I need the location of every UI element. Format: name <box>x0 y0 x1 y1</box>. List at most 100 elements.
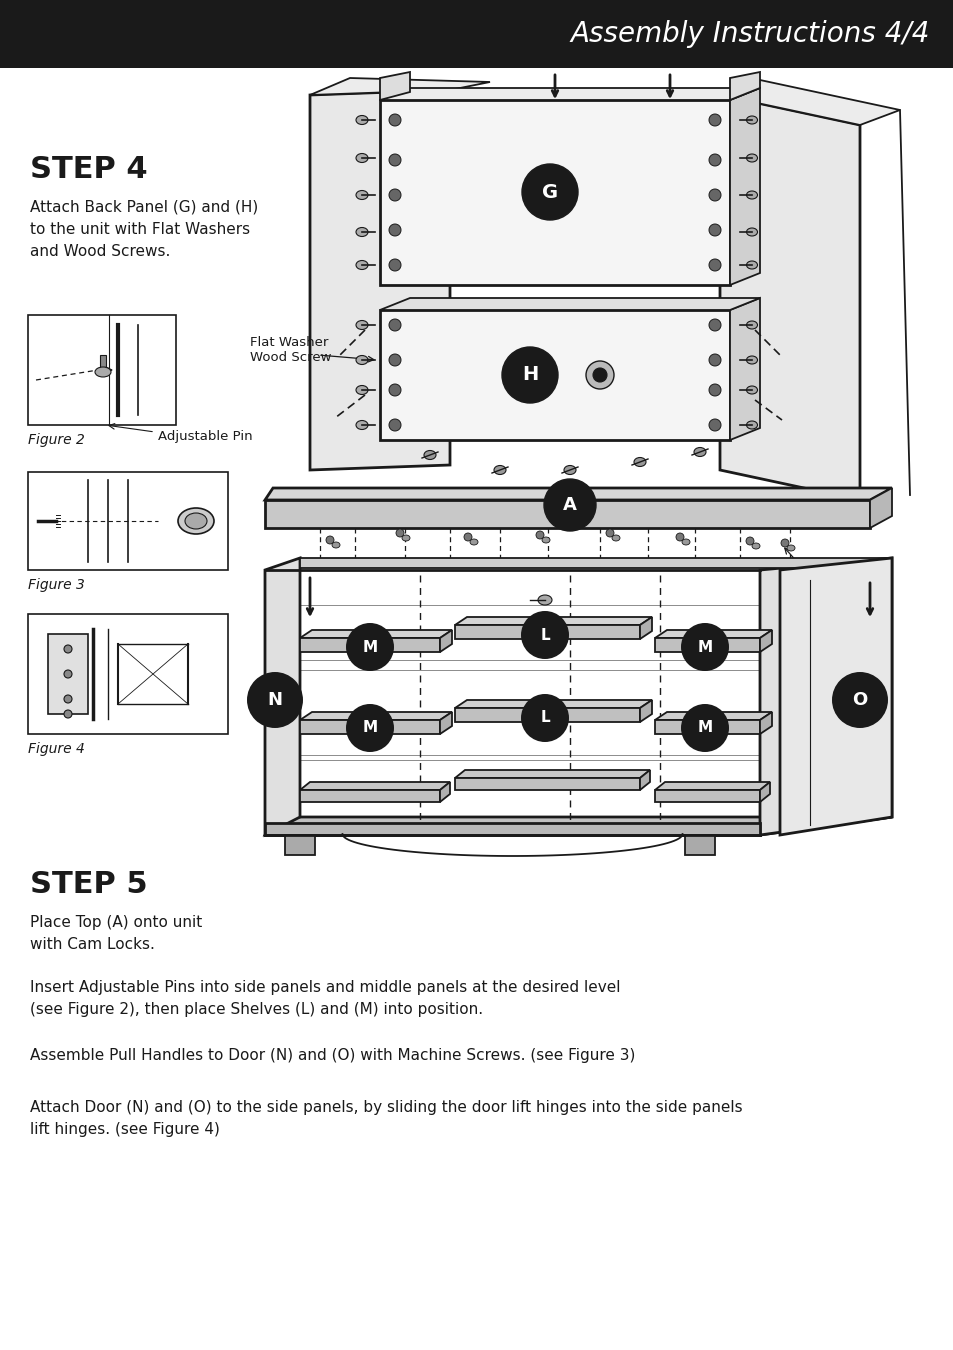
Ellipse shape <box>541 537 550 543</box>
Bar <box>684 836 714 855</box>
Circle shape <box>346 622 394 671</box>
Circle shape <box>708 189 720 201</box>
Polygon shape <box>299 711 452 720</box>
Polygon shape <box>299 790 439 802</box>
Text: G: G <box>541 182 558 201</box>
Polygon shape <box>760 782 769 802</box>
Circle shape <box>389 224 400 236</box>
Polygon shape <box>729 88 760 285</box>
Text: Flat Washer
Wood Screw: Flat Washer Wood Screw <box>250 336 331 364</box>
Circle shape <box>781 539 788 547</box>
Circle shape <box>64 695 71 703</box>
Circle shape <box>389 154 400 166</box>
Ellipse shape <box>537 595 552 605</box>
Ellipse shape <box>355 228 368 236</box>
Polygon shape <box>639 769 649 790</box>
Text: STEP 5: STEP 5 <box>30 869 148 899</box>
Ellipse shape <box>745 228 757 236</box>
Circle shape <box>680 622 728 671</box>
Ellipse shape <box>745 421 757 429</box>
Ellipse shape <box>178 508 213 535</box>
Text: STEP 4: STEP 4 <box>30 155 148 184</box>
Text: Assemble Pull Handles to Door (N) and (O) with Machine Screws. (see Figure 3): Assemble Pull Handles to Door (N) and (O… <box>30 1048 635 1062</box>
Ellipse shape <box>494 466 505 474</box>
Circle shape <box>708 259 720 271</box>
Polygon shape <box>379 310 729 440</box>
Circle shape <box>708 383 720 396</box>
Polygon shape <box>639 617 651 639</box>
Text: Adjustable Pin: Adjustable Pin <box>158 431 253 443</box>
Circle shape <box>346 703 394 752</box>
Polygon shape <box>265 500 869 528</box>
Ellipse shape <box>470 539 477 545</box>
Polygon shape <box>299 782 450 790</box>
Text: Figure 2: Figure 2 <box>28 433 85 447</box>
Ellipse shape <box>786 545 794 551</box>
Circle shape <box>389 189 400 201</box>
Bar <box>285 836 314 855</box>
Bar <box>265 824 760 836</box>
Polygon shape <box>760 630 771 652</box>
Ellipse shape <box>185 513 207 529</box>
Circle shape <box>605 529 614 537</box>
Polygon shape <box>655 782 769 790</box>
Polygon shape <box>265 558 299 836</box>
Text: M: M <box>362 721 377 736</box>
Polygon shape <box>299 630 452 639</box>
Polygon shape <box>299 720 439 734</box>
Circle shape <box>389 319 400 331</box>
Text: N: N <box>267 691 282 709</box>
Ellipse shape <box>745 261 757 269</box>
Circle shape <box>831 672 887 728</box>
Ellipse shape <box>423 451 436 459</box>
Circle shape <box>326 536 334 544</box>
Text: Adjustable
Pin: Adjustable Pin <box>800 562 869 590</box>
Text: Figure 4: Figure 4 <box>28 743 85 756</box>
Polygon shape <box>379 88 760 100</box>
Circle shape <box>64 645 71 653</box>
Circle shape <box>708 354 720 366</box>
Bar <box>28 614 228 734</box>
Text: M: M <box>697 721 712 736</box>
Circle shape <box>389 259 400 271</box>
Text: Insert Adjustable Pins into side panels and middle panels at the desired level
(: Insert Adjustable Pins into side panels … <box>30 980 619 1017</box>
Polygon shape <box>265 817 891 836</box>
Ellipse shape <box>745 356 757 365</box>
Ellipse shape <box>745 190 757 198</box>
Ellipse shape <box>745 386 757 394</box>
Polygon shape <box>439 711 452 734</box>
Ellipse shape <box>355 420 368 429</box>
Ellipse shape <box>745 154 757 162</box>
Circle shape <box>585 360 614 389</box>
Ellipse shape <box>95 367 111 377</box>
Polygon shape <box>379 100 729 285</box>
Circle shape <box>520 612 568 659</box>
Circle shape <box>520 694 568 742</box>
Text: L: L <box>539 628 549 643</box>
Bar <box>28 472 228 570</box>
Text: L: L <box>539 710 549 725</box>
Text: A: A <box>562 495 577 514</box>
Polygon shape <box>455 778 639 790</box>
Polygon shape <box>48 634 88 714</box>
Polygon shape <box>655 790 760 802</box>
Circle shape <box>708 418 720 431</box>
Polygon shape <box>379 72 410 100</box>
Ellipse shape <box>745 321 757 329</box>
Polygon shape <box>439 630 452 652</box>
Polygon shape <box>655 720 760 734</box>
Circle shape <box>463 533 472 541</box>
Text: M: M <box>362 640 377 655</box>
Circle shape <box>676 533 683 541</box>
Circle shape <box>708 319 720 331</box>
Ellipse shape <box>355 154 368 162</box>
Bar <box>28 315 175 425</box>
Polygon shape <box>299 639 439 652</box>
Polygon shape <box>455 701 651 707</box>
Text: Attach Door (N) and (O) to the side panels, by sliding the door lift hinges into: Attach Door (N) and (O) to the side pane… <box>30 1100 741 1137</box>
Circle shape <box>680 703 728 752</box>
Polygon shape <box>299 558 891 568</box>
Text: O: O <box>851 691 866 709</box>
Circle shape <box>501 347 558 404</box>
Polygon shape <box>760 711 771 734</box>
